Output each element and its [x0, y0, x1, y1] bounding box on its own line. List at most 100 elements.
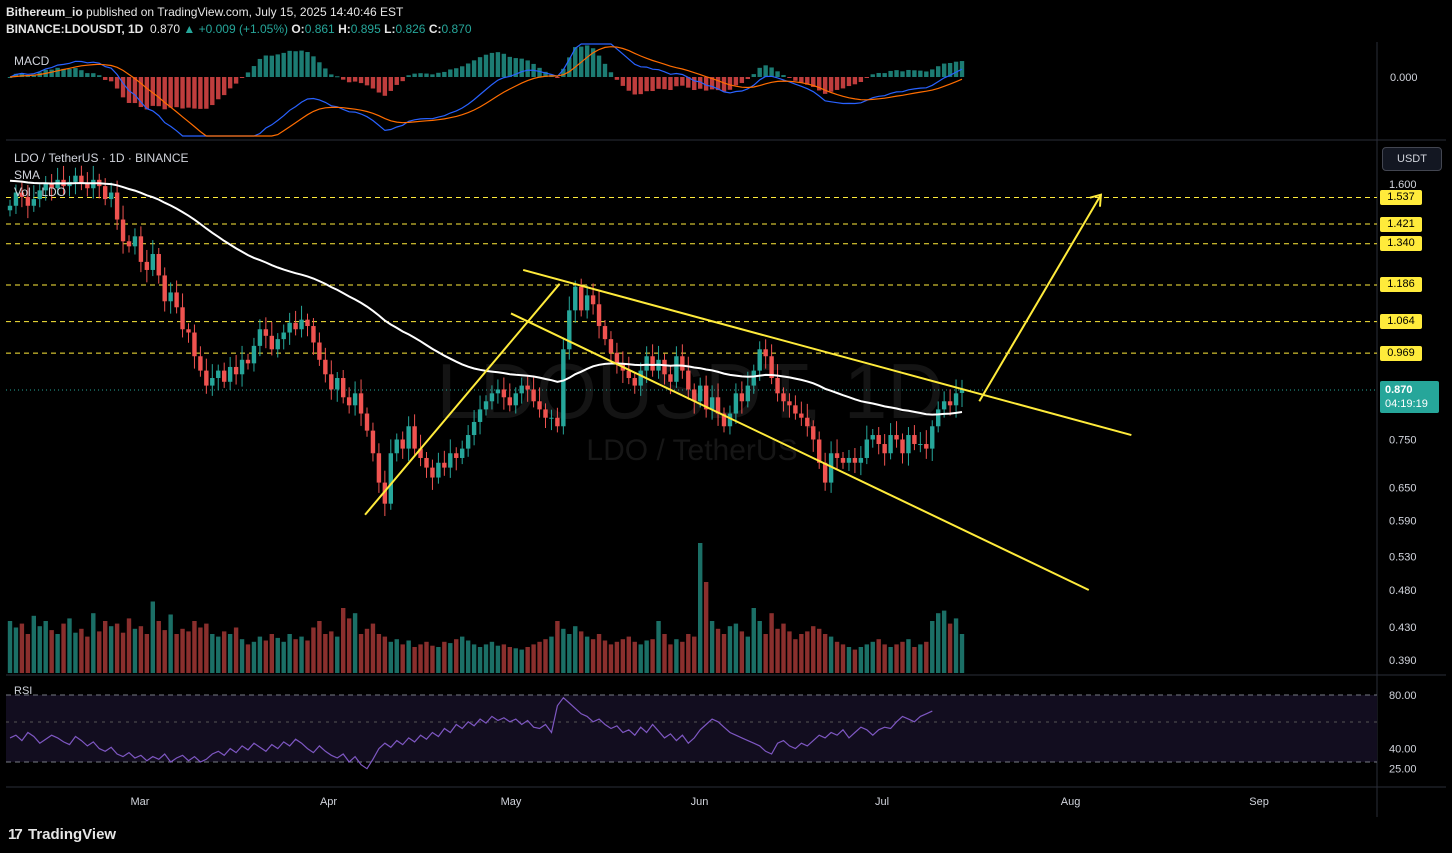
close-label: C: — [428, 22, 442, 36]
time-axis[interactable]: Mar Apr May Jun Jul Aug Sep — [131, 796, 1269, 808]
currency-button[interactable]: USDT — [1382, 147, 1442, 171]
candle-body — [227, 366, 233, 382]
macd-histogram-bar — [751, 74, 756, 77]
volume-bar — [382, 636, 388, 673]
candle-body — [126, 241, 132, 247]
macd-histogram-bar — [222, 77, 227, 96]
macd-label[interactable]: MACD — [14, 54, 50, 68]
candle-body — [828, 453, 834, 483]
level-tag: 1.186 — [1380, 277, 1422, 293]
macd-zero-label: 0.000 — [1390, 72, 1418, 84]
macd-histogram-bar — [174, 77, 179, 108]
candle-body — [864, 439, 869, 458]
candle-body — [715, 397, 721, 414]
candle-body — [406, 426, 411, 449]
candle-body — [430, 467, 435, 478]
macd-histogram-bar — [888, 70, 893, 77]
macd-histogram-bar — [245, 72, 251, 77]
macd-histogram-bar — [358, 77, 364, 84]
candle-body — [448, 453, 453, 468]
candle-body — [222, 370, 227, 382]
main-series-title[interactable]: LDO / TetherUS · 1D · BINANCE — [14, 151, 189, 165]
rsi-label[interactable]: RSI — [14, 685, 33, 697]
volume-bar — [614, 641, 620, 673]
volume-bar — [561, 628, 566, 673]
candle-body — [138, 236, 144, 262]
candle-body — [579, 286, 584, 311]
volume-bar — [180, 628, 185, 673]
candle-body — [7, 205, 13, 211]
macd-histogram-bar — [828, 77, 834, 92]
macd-histogram-bar — [745, 77, 750, 80]
volume-bar — [733, 623, 739, 673]
tradingview-logo-icon: 17 — [8, 826, 23, 843]
volume-bar — [108, 626, 114, 673]
macd-histogram-bar — [73, 68, 78, 77]
candle-body — [400, 439, 405, 449]
macd-histogram-bar — [864, 77, 869, 78]
volume-bar — [370, 623, 376, 673]
volume-bar — [632, 641, 637, 673]
macd-histogram-bar — [150, 77, 155, 106]
candle-body — [513, 393, 518, 406]
level-tag: 1.340 — [1380, 236, 1422, 252]
candle-body — [811, 426, 816, 440]
macd-histogram-bar — [947, 62, 953, 77]
volume-bar — [114, 623, 120, 673]
volume-bar — [864, 644, 869, 673]
volume-bar — [352, 613, 358, 673]
volume-bar — [346, 618, 352, 673]
macd-histogram-bar — [317, 62, 322, 77]
macd-histogram-bar — [269, 55, 274, 77]
candle-body — [418, 448, 423, 458]
price-axis[interactable]: 1.600 0.750 0.650 0.590 0.530 0.480 0.430 0.390 — [1389, 179, 1417, 667]
level-tag: 1.537 — [1380, 190, 1422, 206]
candle-body — [192, 332, 197, 357]
signal-line — [9, 46, 963, 137]
candle-body — [376, 453, 382, 483]
sma-legend[interactable]: SMA — [14, 168, 41, 182]
volume-bar — [840, 644, 846, 673]
trendline — [510, 312, 1090, 591]
macd-histogram-bar — [305, 52, 310, 77]
candle-body — [460, 448, 465, 458]
volume-bar — [620, 639, 626, 673]
candle-body — [733, 393, 739, 414]
rsi-tick-label: 80.00 — [1389, 690, 1417, 702]
candle-body — [900, 439, 905, 454]
candle-body — [501, 389, 507, 398]
footer-bar — [0, 817, 1452, 853]
macd-histogram-bar — [894, 70, 899, 77]
volume-bar — [376, 634, 382, 673]
candle-body — [686, 370, 691, 390]
volume-legend[interactable]: Vol · LDO — [14, 185, 67, 199]
candle-body — [73, 175, 78, 182]
candle-body — [424, 457, 429, 468]
macd-histogram-bar — [49, 69, 54, 77]
volume-bar — [61, 623, 66, 673]
volume-bar — [471, 644, 477, 673]
volume-bar — [138, 626, 144, 673]
candlestick-series[interactable] — [7, 165, 965, 517]
author-name[interactable]: Bithereum_io — [6, 5, 83, 19]
candle-body — [573, 286, 578, 311]
volume-bar — [584, 636, 590, 673]
macd-histogram-bar — [912, 70, 917, 77]
time-tick-label: Mar — [131, 796, 150, 808]
trendlines[interactable] — [364, 193, 1132, 591]
candle-body — [650, 356, 655, 371]
volume-bar — [198, 627, 203, 673]
candle-body — [388, 453, 393, 504]
candle-body — [245, 359, 251, 364]
rsi-tick-label: 25.00 — [1389, 764, 1417, 776]
tradingview-logo[interactable]: 17 TradingView — [8, 826, 117, 843]
candle-body — [412, 426, 417, 449]
candle-body — [763, 349, 768, 357]
candle-body — [692, 389, 697, 402]
candle-body — [787, 401, 792, 406]
current-price-value: 0.870 — [1385, 384, 1413, 396]
candle-body — [561, 349, 566, 427]
candle-body — [436, 462, 441, 478]
symbol-info-bar: BINANCE:LDOUSDT, 1D 0.870 ▲ +0.009 (+1.0… — [6, 22, 472, 36]
